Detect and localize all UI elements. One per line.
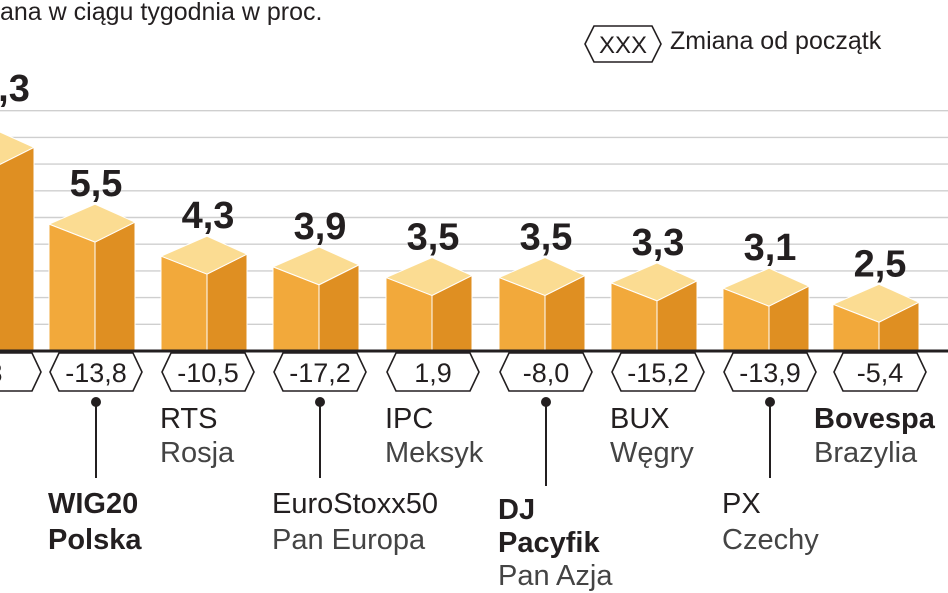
category-name-8: Bovespa (814, 403, 936, 435)
category-name-6: BUX (610, 403, 670, 435)
ytd-value-7: -13,9 (739, 358, 801, 388)
bar-2 (159, 235, 249, 352)
category-country-2: Rosja (160, 437, 235, 469)
category-country-6: Węgry (610, 437, 694, 469)
bar-0 (0, 131, 36, 352)
ytd-value-2: -10,5 (177, 358, 239, 388)
ytd-value-5: -8,0 (523, 358, 570, 388)
ytd-value-0: 3 (0, 358, 3, 388)
ytd-badge-2 (161, 352, 255, 392)
category-name-7: PX (722, 488, 761, 520)
category-name2-5: Pacyfik (498, 527, 600, 559)
bar-side-1 (94, 221, 136, 352)
category-country-4: Meksyk (385, 437, 484, 469)
legend-label: Zmiana od początk (670, 27, 882, 55)
ytd-value-1: -13,8 (65, 358, 127, 388)
value-label-4: 3,5 (407, 217, 460, 259)
bar-7 (721, 267, 811, 352)
category-name-5: DJ (498, 494, 535, 526)
value-label-1: 5,5 (70, 163, 123, 205)
category-name-4: IPC (385, 403, 433, 435)
value-label-6: 3,3 (632, 222, 685, 264)
bar-6 (609, 262, 699, 352)
value-label-2: 4,3 (182, 195, 235, 237)
ytd-badge-4 (386, 352, 480, 392)
bar-side-0 (0, 146, 35, 352)
ytd-badge-0 (0, 352, 42, 392)
bar-8 (831, 283, 921, 352)
category-name-2: RTS (160, 403, 217, 435)
value-label-0: ,3 (0, 68, 30, 110)
ytd-value-4: 1,9 (414, 358, 452, 388)
bar-3 (271, 246, 361, 352)
ytd-badge-1 (49, 352, 143, 392)
category-country-1: Polska (48, 524, 142, 556)
value-label-5: 3,5 (520, 217, 573, 259)
ytd-badge-6 (611, 352, 705, 392)
ytd-value-3: -17,2 (289, 358, 351, 388)
ytd-badge-8 (833, 352, 927, 392)
ytd-badge-5 (499, 352, 593, 392)
category-country-7: Czechy (722, 524, 819, 556)
ytd-value-6: -15,2 (627, 358, 689, 388)
bar-4 (384, 257, 474, 352)
legend-marker-text: XXX (599, 32, 647, 59)
category-country-3: Pan Europa (272, 524, 426, 556)
chart-subtitle: ana w ciągu tygodnia w proc. (0, 0, 323, 26)
value-label-7: 3,1 (744, 227, 797, 269)
ytd-badge-3 (273, 352, 367, 392)
category-country-5: Pan Azja (498, 560, 613, 592)
bar-1 (47, 203, 137, 352)
legend-marker-badge (584, 25, 662, 63)
category-name-1: WIG20 (48, 488, 138, 520)
value-label-8: 2,5 (854, 243, 907, 285)
ytd-value-8: -5,4 (857, 358, 904, 388)
bar-5 (497, 257, 587, 352)
category-country-8: Brazylia (814, 437, 918, 469)
value-label-3: 3,9 (294, 206, 347, 248)
ytd-badge-7 (723, 352, 817, 392)
category-name-3: EuroStoxx50 (272, 488, 438, 520)
bar-front-1 (48, 223, 96, 352)
